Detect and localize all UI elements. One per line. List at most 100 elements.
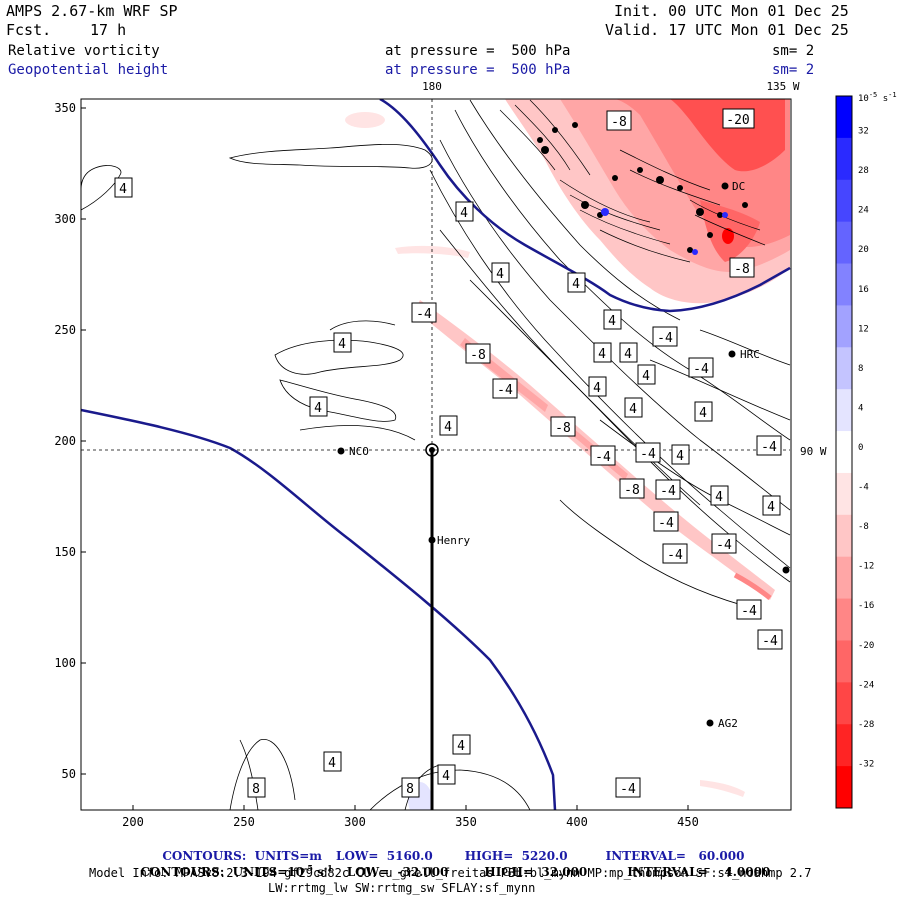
colorbar-label: -20 — [858, 641, 874, 651]
svg-text:4: 4 — [119, 182, 127, 197]
contour-label: -4 — [590, 445, 616, 466]
contour-label: 4 — [671, 444, 690, 465]
svg-text:4: 4 — [593, 381, 601, 396]
svg-text:-4: -4 — [497, 383, 513, 398]
svg-text:-4: -4 — [762, 634, 778, 649]
colorbar-label: -8 — [858, 522, 869, 532]
colorbar-label: -32 — [858, 759, 874, 769]
vorticity-fill-region — [722, 228, 734, 244]
contour-label: 4 — [452, 734, 471, 755]
model-title: AMPS 2.67-km WRF SP — [6, 2, 178, 20]
colorbar-cell — [836, 96, 852, 139]
y-tick-label: 300 — [54, 212, 76, 226]
svg-text:-20: -20 — [726, 113, 749, 128]
colorbar-label: 28 — [858, 166, 869, 176]
colorbar-units: 10-5 s-1 — [858, 91, 897, 104]
height-contour-5160 — [81, 408, 557, 810]
valid-time: Valid. 17 UTC Mon 01 Dec 25 — [605, 21, 849, 39]
contour-label: -8 — [550, 416, 576, 437]
y-tick-label: 350 — [54, 101, 76, 115]
svg-text:-4: -4 — [640, 447, 656, 462]
field1-smoothing: sm= 2 — [772, 43, 815, 59]
model-info-physics: LW:rrtmg_lw SW:rrtmg_sw SFLAY:sf_mynn — [268, 881, 536, 895]
contour-label: 4 — [603, 309, 622, 330]
svg-text:4: 4 — [572, 277, 580, 292]
contour-label: 4 — [593, 342, 612, 363]
vorticity-fill-region — [700, 780, 745, 797]
svg-text:4: 4 — [444, 420, 452, 435]
svg-text:4: 4 — [642, 369, 650, 384]
svg-text:4: 4 — [715, 490, 723, 505]
contour-label: 4 — [619, 342, 638, 363]
contour-label: 8 — [247, 777, 266, 798]
colorbar-cell — [836, 431, 852, 474]
contour-label: -4 — [662, 543, 688, 564]
map-frame — [80, 98, 792, 811]
height-contour-5220 — [379, 99, 791, 313]
svg-text:4: 4 — [457, 739, 465, 754]
contour-label: 4 — [491, 262, 510, 283]
contour-label: 4 — [588, 376, 607, 397]
x-tick-label: 450 — [677, 815, 699, 829]
colorbar-label: 8 — [858, 364, 863, 374]
x-tick-label: 400 — [566, 815, 588, 829]
colorbar-label: 24 — [858, 206, 869, 216]
colorbar-label: 16 — [858, 285, 869, 295]
contour-label: -8 — [619, 478, 645, 499]
colorbar-cell — [836, 514, 852, 558]
colorbar-label: 20 — [858, 245, 869, 255]
colorbar-cell — [836, 263, 852, 306]
contour-label: 4 — [439, 415, 458, 436]
map-plot-area — [81, 99, 791, 810]
contour-label: -4 — [492, 378, 518, 399]
svg-text:4: 4 — [608, 314, 616, 329]
x-tick-label: 200 — [122, 815, 144, 829]
colorbar-label: 12 — [858, 324, 869, 334]
contour-label: 4 — [710, 485, 729, 506]
colorbar-label: -28 — [858, 720, 874, 730]
contour-label: -8 — [729, 257, 755, 278]
svg-text:4: 4 — [328, 756, 336, 771]
station-dot — [428, 536, 436, 544]
y-tick-label: 150 — [54, 545, 76, 559]
field1-name: Relative vorticity — [8, 43, 160, 59]
svg-text:-8: -8 — [734, 262, 750, 277]
colorbar-cell — [836, 640, 852, 683]
x-tick-label: 250 — [233, 815, 255, 829]
init-time: Init. 00 UTC Mon 01 Dec 25 — [614, 2, 849, 20]
x-axis-ticks — [81, 107, 689, 810]
svg-text:4: 4 — [699, 406, 707, 421]
contour-label: -4 — [757, 629, 783, 650]
colorbar-cell — [836, 472, 852, 516]
svg-text:4: 4 — [442, 769, 450, 784]
station-label: AG2 — [718, 717, 738, 730]
colorbar-cell — [836, 598, 852, 641]
field1-level: at pressure = 500 hPa — [385, 43, 571, 59]
station-label: DC — [732, 180, 745, 193]
colorbar-label: 32 — [858, 127, 869, 137]
contour-label: -8 — [465, 343, 491, 364]
contour-label: 4 — [455, 201, 474, 222]
svg-text:4: 4 — [624, 347, 632, 362]
station-label: Henry — [437, 534, 470, 547]
contour-label: -4 — [615, 777, 641, 798]
forecast-hour: 17 h — [90, 21, 127, 39]
colorbar-cell — [836, 137, 852, 181]
contour-label: 4 — [309, 396, 328, 417]
lon-label-135w: 135 W — [766, 80, 799, 93]
colorbar-frame — [835, 95, 853, 809]
lon-label-180: 180 — [422, 80, 442, 93]
contour-labels: 4 4 4 4 4 4 4 4 4 4 4 4 4 4 4 4 4 4 4 4 … — [114, 108, 783, 798]
contour-label: -4 — [652, 326, 678, 347]
contour-label: -8 — [606, 110, 632, 131]
svg-text:-4: -4 — [657, 331, 673, 346]
svg-text:4: 4 — [460, 206, 468, 221]
contour-label: -4 — [711, 533, 737, 554]
svg-text:-4: -4 — [595, 450, 611, 465]
vorticity-fill-region — [601, 208, 728, 255]
svg-text:4: 4 — [629, 402, 637, 417]
stations: NCO Henry HRC AG2 DC — [337, 180, 790, 730]
colorbar-label: 0 — [858, 443, 863, 453]
y-tick-label: 250 — [54, 323, 76, 337]
colorbar-cell — [836, 724, 852, 767]
